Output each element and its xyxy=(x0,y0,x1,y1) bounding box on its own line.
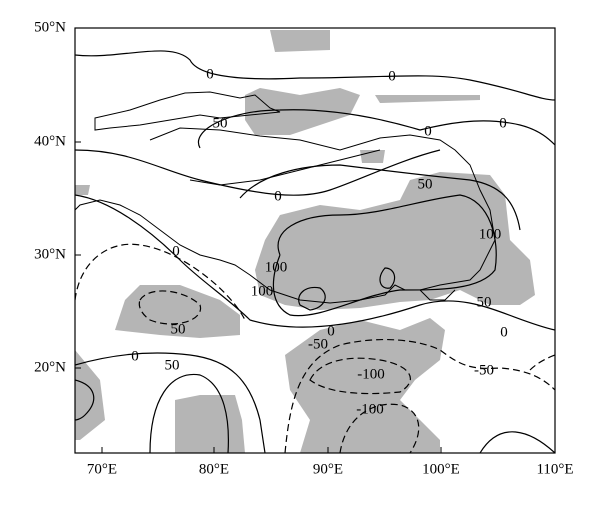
contour-label: 0 xyxy=(172,243,180,259)
y-tick-label: 40°N xyxy=(34,133,66,149)
contour-label: 100 xyxy=(479,226,502,242)
x-tick-label: 100°E xyxy=(422,461,460,477)
contour-label: 0 xyxy=(327,323,335,339)
contour-label: 100 xyxy=(265,259,288,275)
x-tick-label: 110°E xyxy=(536,461,573,477)
contour-label: 50 xyxy=(171,321,186,337)
contour-label: 50 xyxy=(165,357,180,373)
contour-label: -50 xyxy=(474,362,494,378)
y-tick-label: 20°N xyxy=(34,359,66,375)
y-tick-label: 50°N xyxy=(34,19,66,35)
contour-label: -100 xyxy=(356,401,384,417)
contour-label: 0 xyxy=(131,348,139,364)
contour-label: 0 xyxy=(500,324,508,340)
contour-label: 0 xyxy=(388,68,396,84)
shading xyxy=(75,30,535,453)
frame xyxy=(74,27,556,454)
y-tick-label: 30°N xyxy=(34,246,66,262)
x-tick-label: 70°E xyxy=(87,461,117,477)
coastline xyxy=(75,91,496,304)
x-tick-label: 80°E xyxy=(199,461,229,477)
contour-label: -100 xyxy=(357,366,385,382)
contour-label: 50 xyxy=(477,294,492,310)
contour-label: 0 xyxy=(424,123,432,139)
contour-label: 0 xyxy=(274,188,282,204)
contour-label: 100 xyxy=(251,283,274,299)
contours xyxy=(75,50,555,453)
contour-label: 50 xyxy=(213,115,228,131)
x-tick-label: 90°E xyxy=(313,461,343,477)
contour-label: 0 xyxy=(206,66,214,82)
contour-label: -50 xyxy=(308,336,328,352)
contour-label: 0 xyxy=(499,115,507,131)
contour-label: 50 xyxy=(418,176,433,192)
plot-area xyxy=(75,30,555,453)
